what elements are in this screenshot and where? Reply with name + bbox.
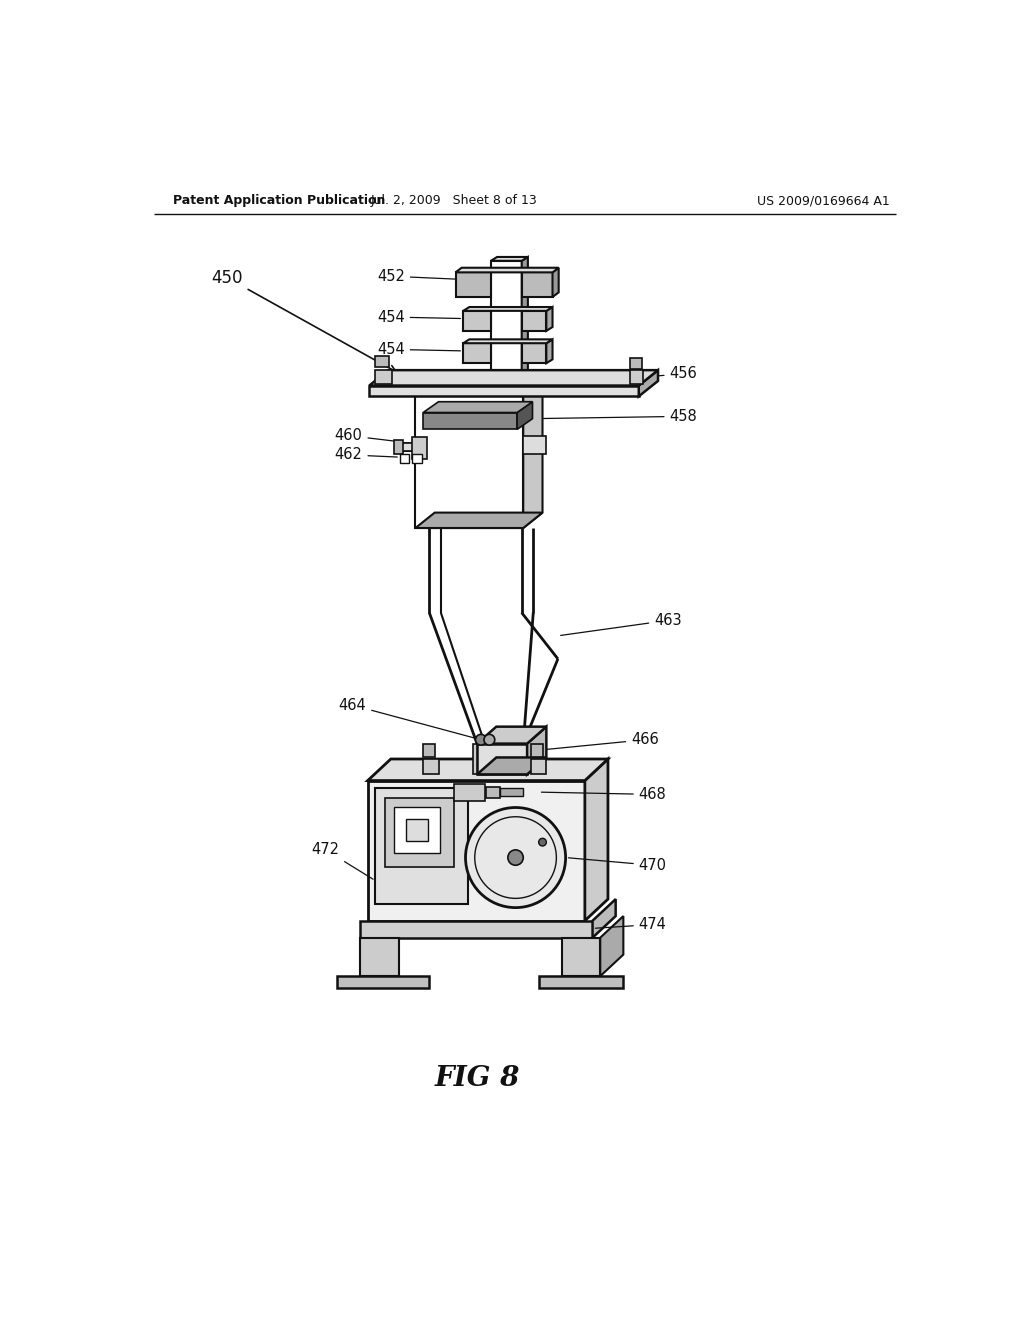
Polygon shape [490,257,528,261]
Text: 458: 458 [536,409,697,424]
Bar [385,797,454,867]
Polygon shape [477,726,547,743]
Bar [400,454,410,463]
Polygon shape [527,726,547,775]
Polygon shape [553,268,559,297]
Circle shape [508,850,523,866]
Polygon shape [368,759,608,780]
Circle shape [539,838,547,846]
Text: 462: 462 [335,447,397,462]
Bar [394,441,403,454]
Polygon shape [463,308,553,312]
Text: 463: 463 [561,612,682,635]
Polygon shape [521,312,547,331]
Bar [412,437,427,459]
Polygon shape [585,759,608,921]
Polygon shape [368,780,585,921]
Bar [523,436,547,454]
Bar [423,743,435,758]
Polygon shape [593,899,615,937]
Text: 464: 464 [339,697,478,739]
Polygon shape [562,937,600,977]
Polygon shape [463,312,490,331]
Text: Patent Application Publication: Patent Application Publication [173,194,385,207]
Bar [376,356,389,367]
Bar [486,787,500,797]
Polygon shape [370,370,658,385]
Polygon shape [337,977,429,987]
Polygon shape [416,396,523,528]
Polygon shape [463,343,490,363]
Polygon shape [521,343,547,363]
Polygon shape [473,743,477,775]
Polygon shape [517,401,532,429]
Circle shape [532,440,545,451]
Polygon shape [370,385,639,396]
Polygon shape [477,758,547,775]
Polygon shape [600,916,624,977]
Bar [401,444,416,451]
Polygon shape [523,381,543,528]
Text: FIG 8: FIG 8 [434,1065,520,1092]
Bar [500,788,523,796]
Text: 452: 452 [377,269,474,284]
Bar [394,807,440,853]
Text: 456: 456 [632,367,697,381]
Bar [376,370,392,384]
Polygon shape [416,512,543,528]
Polygon shape [360,937,398,977]
Text: 468: 468 [542,787,667,803]
Bar [490,261,521,490]
Bar [630,370,643,384]
Polygon shape [639,370,658,396]
Text: 454: 454 [377,342,461,356]
Polygon shape [521,272,553,297]
Polygon shape [423,401,532,412]
Text: Jul. 2, 2009   Sheet 8 of 13: Jul. 2, 2009 Sheet 8 of 13 [371,194,538,207]
Text: 450: 450 [211,269,396,372]
Polygon shape [547,308,553,331]
Bar [376,788,468,904]
Bar [531,743,544,758]
Text: 474: 474 [595,917,667,932]
Bar [531,759,547,775]
Text: 472: 472 [311,842,373,879]
Polygon shape [539,977,624,987]
Text: 470: 470 [568,858,667,873]
Circle shape [466,808,565,908]
Polygon shape [360,921,593,937]
Polygon shape [463,339,553,343]
Circle shape [475,734,486,744]
Bar [454,784,484,801]
Polygon shape [547,339,553,363]
Polygon shape [456,268,559,272]
Bar [407,818,428,841]
Text: 454: 454 [377,309,461,325]
Bar [413,454,422,463]
Polygon shape [423,412,517,429]
Text: 466: 466 [529,733,658,751]
Bar [630,358,642,368]
Polygon shape [477,743,527,775]
Text: US 2009/0169664 A1: US 2009/0169664 A1 [757,194,890,207]
Circle shape [484,734,495,744]
Text: 460: 460 [335,428,397,444]
Bar [423,759,438,775]
Polygon shape [456,272,490,297]
Polygon shape [521,257,528,490]
